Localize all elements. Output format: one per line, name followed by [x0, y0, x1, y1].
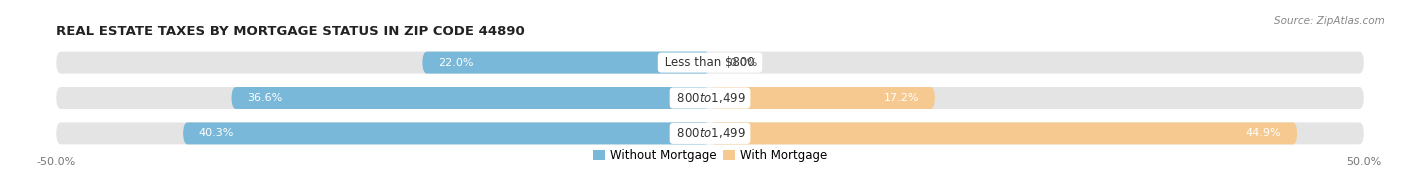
Text: $800 to $1,499: $800 to $1,499 [673, 91, 747, 105]
Legend: Without Mortgage, With Mortgage: Without Mortgage, With Mortgage [588, 144, 832, 167]
Text: 40.3%: 40.3% [198, 128, 235, 138]
FancyBboxPatch shape [422, 52, 710, 74]
Text: 36.6%: 36.6% [247, 93, 283, 103]
Text: REAL ESTATE TAXES BY MORTGAGE STATUS IN ZIP CODE 44890: REAL ESTATE TAXES BY MORTGAGE STATUS IN … [56, 25, 524, 38]
FancyBboxPatch shape [56, 122, 1364, 144]
Text: 44.9%: 44.9% [1246, 128, 1281, 138]
FancyBboxPatch shape [710, 87, 935, 109]
Text: 0.0%: 0.0% [730, 58, 758, 68]
FancyBboxPatch shape [232, 87, 710, 109]
Text: 17.2%: 17.2% [884, 93, 920, 103]
FancyBboxPatch shape [710, 122, 1298, 144]
Text: Source: ZipAtlas.com: Source: ZipAtlas.com [1274, 16, 1385, 26]
Text: 22.0%: 22.0% [439, 58, 474, 68]
FancyBboxPatch shape [183, 122, 710, 144]
FancyBboxPatch shape [56, 87, 1364, 109]
Text: $800 to $1,499: $800 to $1,499 [673, 126, 747, 140]
Text: Less than $800: Less than $800 [661, 56, 759, 69]
FancyBboxPatch shape [56, 52, 1364, 74]
